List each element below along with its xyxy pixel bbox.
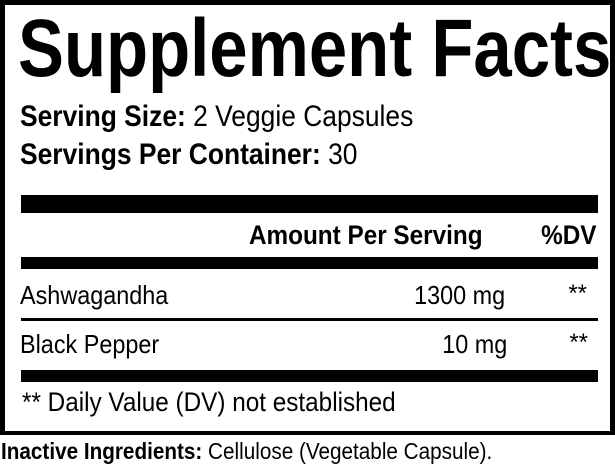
ingredient-name: Ashwagandha [20, 280, 169, 310]
inactive-ingredients: Inactive Ingredients: Cellulose (Vegetab… [1, 440, 492, 463]
ingredient-amount: 10 mg [441, 329, 507, 359]
servings-per-container-label: Servings Per Container: [20, 138, 321, 171]
footnote: ** Daily Value (DV) not established [22, 387, 396, 417]
servings-per-container-value: 30 [328, 138, 358, 171]
ingredient-amount: 1300 mg [413, 280, 505, 310]
serving-size-label: Serving Size: [20, 100, 186, 133]
page-title: Supplement Facts [18, 3, 612, 94]
inactive-ingredients-label: Inactive Ingredients: [1, 438, 203, 464]
supplement-facts-panel [0, 0, 615, 435]
ingredient-dv: ** [568, 280, 587, 307]
dv-header: %DV [541, 220, 597, 250]
thick-divider [21, 195, 598, 213]
amount-header: Amount Per Serving [249, 220, 483, 250]
bottom-divider [21, 370, 598, 382]
ingredient-name: Black Pepper [20, 329, 160, 359]
header-divider [21, 257, 598, 269]
ingredient-dv: ** [569, 329, 588, 356]
inactive-ingredients-value: Cellulose (Vegetable Capsule). [208, 438, 493, 464]
serving-size: Serving Size: 2 Veggie Capsules [20, 102, 413, 132]
servings-per-container: Servings Per Container: 30 [20, 140, 357, 170]
row-divider [21, 318, 598, 321]
serving-size-value: 2 Veggie Capsules [193, 100, 414, 133]
